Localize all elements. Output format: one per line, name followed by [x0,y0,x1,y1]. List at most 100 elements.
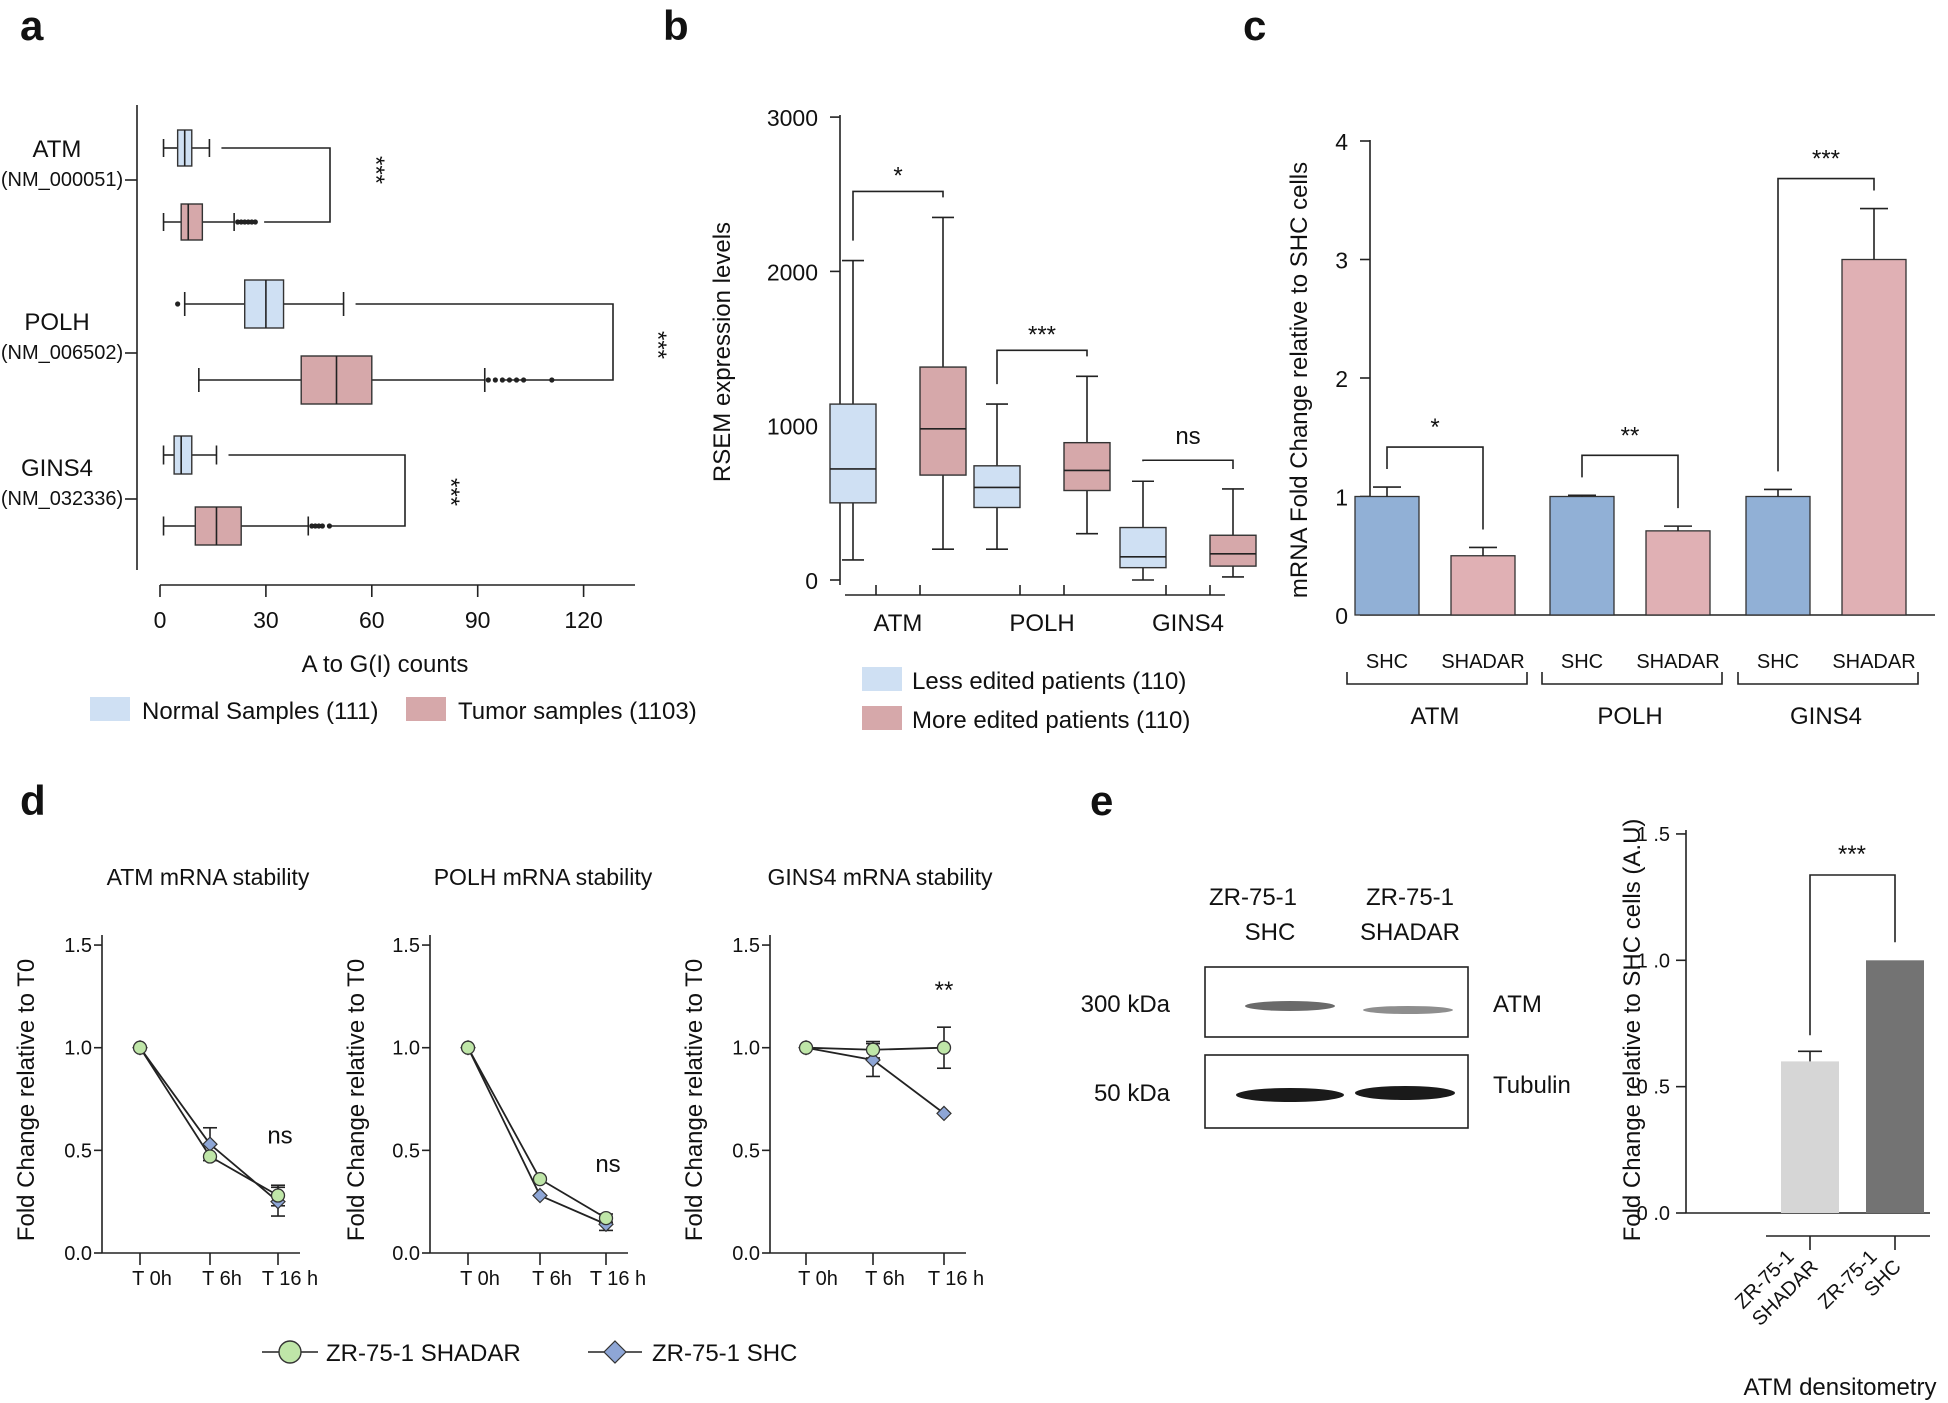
protein-label-atm: ATM [1493,991,1542,1018]
box [194,506,242,546]
x-tick-label: 120 [564,607,602,633]
group-bracket [1737,672,1919,685]
subplot-title: ATM mRNA stability [107,864,310,890]
box-less-atm [829,259,877,561]
x-tick-label: POLH [1009,610,1074,637]
accession-label: (NM_000051) [1,169,123,191]
significance-label: ** [1621,422,1640,449]
box [244,279,285,329]
y-tick-label: 0 [1335,603,1348,629]
significance-label: *** [1812,146,1840,173]
significance-label: *** [437,478,464,506]
outlier-point [499,377,506,383]
y-tick-label: 1.5 [64,935,92,957]
outlier-point [175,301,181,307]
significance-label: ** [935,977,954,1004]
panel-c-barchart: 0 1 2 3 4 mRNA Fold Change relative to SHC ce… [1286,129,1935,730]
y-axis-label: Fold Change relative to T0 [681,959,708,1241]
point-shadar [202,1149,218,1164]
point-shadar [132,1040,148,1055]
outlier-point [485,377,491,383]
box [1119,526,1167,569]
x-tick-label: T 16 h [590,1268,646,1290]
significance-label: *** [362,156,389,184]
y-axis-label: Fold Change relative to T0 [343,959,370,1241]
x-tick-label: T 0h [132,1268,172,1290]
lane-label-shc-line2: SHC [1245,919,1296,946]
point-shadar [532,1171,548,1187]
legend-swatch-more [862,706,902,730]
box-normal-gins4 [162,435,218,475]
lane-label-shadar-line2: SHADAR [1360,919,1460,946]
accession-label: (NM_006502) [1,342,123,364]
box [173,435,193,475]
box-normal-atm [162,129,211,167]
x-axis-label: A to G(I) counts [302,651,469,678]
bar-shc-polh [1549,495,1615,616]
box-more-gins4 [1209,488,1257,578]
box [180,203,204,241]
y-tick-label: 2 [1335,366,1348,392]
significance-label: *** [644,331,671,359]
lane-label-shadar-line1: ZR-75-1 [1366,884,1454,911]
significance-bracket [996,349,1088,385]
legend-marker-shadar [278,1340,302,1364]
point-shc [936,1105,952,1122]
y-tick-label: 1.5 [732,935,760,957]
panel-label-a: a [20,2,44,49]
x-tick-label: T 6h [865,1268,905,1290]
legend-label-more: More edited patients (110) [912,707,1190,734]
legend-swatch-tumor [406,697,446,721]
bar-shc-atm [1354,495,1420,616]
panel-label-d: d [20,777,46,824]
y-tick-label: 0.5 [732,1140,760,1162]
y-tick-label: 0 .0 [1637,1203,1670,1225]
y-tick-label: 4 [1335,129,1348,155]
group-label: GINS4 [1790,703,1862,730]
bar-shadar-polh [1645,530,1711,616]
legend-label-normal: Normal Samples (111) [142,698,379,725]
bar-label-shadar: SHADAR [1636,651,1719,673]
point-shadar [936,1040,952,1055]
bar-label-shc: SHC [1366,651,1408,673]
box [1209,534,1257,567]
subplot-title: GINS4 mRNA stability [768,864,993,890]
significance-label: ns [1175,423,1200,450]
y-tick-label: 1.0 [732,1038,760,1060]
group-bracket [1541,672,1723,685]
x-tick-label: 0 [154,607,167,633]
box-normal-polh [175,279,345,329]
legend-swatch-normal [90,697,130,721]
y-tick-label: 0 [805,568,818,594]
bar-shc-gins4 [1745,495,1811,616]
panel-a-boxplot: 0 30 60 90 120 A to G(I) counts *** ATM (NM_0000… [1,105,697,725]
significance-bracket [1581,454,1679,509]
significance-label: ns [595,1151,620,1178]
subplot-1: ATM mRNA stability 0.0 0.5 1.0 1.5 Fold Chang… [13,864,318,1290]
band-atm-shadar [1363,1006,1453,1014]
significance-label: *** [1838,841,1866,868]
x-tick-label: 30 [253,607,279,633]
box-less-gins4 [1119,480,1167,581]
marker-300kda: 300 kDa [1081,991,1171,1018]
panel-d-linecharts: ATM mRNA stability 0.0 0.5 1.0 1.5 Fold Chang… [13,864,993,1367]
accession-label: (NM_032336) [1,488,123,510]
group-bracket [1346,672,1528,685]
y-tick-label: 0.0 [392,1243,420,1265]
group-label: ATM [1411,703,1460,730]
x-tick-label: 60 [359,607,385,633]
y-axis-label: mRNA Fold Change relative to SHC cells [1286,162,1313,598]
gene-label: GINS4 [21,455,93,482]
panel-label-e: e [1090,777,1113,824]
box-tumor-polh [198,355,555,405]
y-axis-label: Fold Change relative to SHC cells (A.U) [1619,819,1646,1242]
y-tick-label: 0 .5 [1637,1077,1670,1099]
bar-shc [1866,960,1924,1213]
outlier-point [252,219,258,225]
significance-bracket [228,454,406,527]
y-tick-label: 1.0 [392,1038,420,1060]
outlier-point [319,523,325,529]
y-tick-label: 0.5 [392,1140,420,1162]
